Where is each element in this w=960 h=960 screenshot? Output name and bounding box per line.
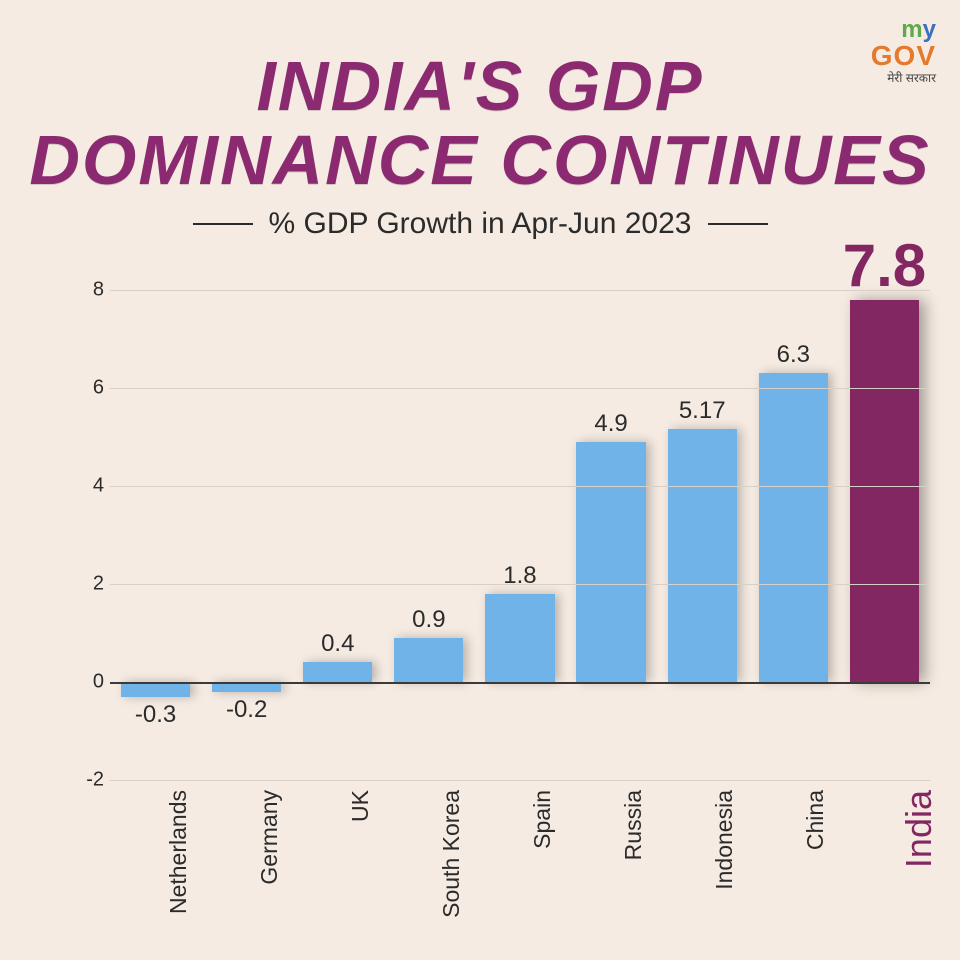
chart-bar-slot: 4.9 (566, 290, 657, 780)
chart-value-label: -0.2 (198, 696, 295, 724)
chart-gridline (110, 388, 930, 389)
chart-x-label: Germany (256, 790, 283, 885)
chart-value-label: 0.9 (380, 606, 477, 634)
chart-bar-slot: -0.2 (201, 290, 292, 780)
logo-y: y (923, 16, 936, 43)
chart-bars-layer: -0.3-0.20.40.91.84.95.176.37.8 (110, 290, 930, 780)
chart-value-label: 6.3 (745, 341, 842, 369)
chart-value-label: 5.17 (654, 397, 751, 425)
title-line-1: INDIA'S GDP (0, 50, 960, 124)
chart-value-label: -0.3 (107, 701, 204, 729)
chart-bar: 4.9 (576, 442, 645, 682)
chart-x-labels: Netherlands Germany UK South Korea Spain Russ… (110, 780, 930, 920)
chart-x-label: Indonesia (711, 790, 738, 890)
page-title: INDIA'S GDP DOMINANCE CONTINUES (0, 0, 960, 197)
chart-bar: 0.4 (303, 662, 372, 682)
mygov-logo: my GOV मेरी सरकार (871, 18, 936, 84)
chart-bar-slot: 6.3 (748, 290, 839, 780)
chart-bar: 5.17 (668, 429, 737, 682)
chart-bar-slot: 0.9 (383, 290, 474, 780)
chart-x-label: China (802, 790, 829, 850)
chart-y-tick: -2 (70, 769, 104, 792)
chart-bar-slot: 7.8 (839, 290, 930, 780)
chart-bar-slot: 1.8 (474, 290, 565, 780)
chart-plot-area: -0.3-0.20.40.91.84.95.176.37.8 -202468 (110, 290, 930, 780)
subtitle: % GDP Growth in Apr-Jun 2023 (269, 207, 692, 241)
logo-gov: GOV (871, 42, 936, 70)
chart-value-label: 0.4 (289, 630, 386, 658)
chart-gridline (110, 290, 930, 291)
chart-y-tick: 4 (70, 475, 104, 498)
chart-bar: 1.8 (485, 594, 554, 682)
chart-x-label: Russia (620, 790, 647, 860)
logo-m: m (901, 16, 922, 43)
subtitle-rule-left (193, 223, 253, 225)
chart-bar: -0.3 (121, 682, 190, 697)
chart-bar: 6.3 (759, 373, 828, 682)
chart-x-label: South Korea (438, 790, 465, 918)
chart-y-tick: 2 (70, 573, 104, 596)
chart-gridline (110, 682, 930, 684)
chart-x-label-highlight: India (898, 790, 940, 868)
chart-value-label: 4.9 (563, 410, 660, 438)
chart-y-tick: 0 (70, 671, 104, 694)
chart-x-label: UK (347, 790, 374, 822)
chart-bar-slot: -0.3 (110, 290, 201, 780)
chart-bar: 0.9 (394, 638, 463, 682)
chart-value-label: 1.8 (472, 562, 569, 590)
gdp-bar-chart: -0.3-0.20.40.91.84.95.176.37.8 -202468 N… (70, 290, 930, 920)
chart-bar-slot: 0.4 (292, 290, 383, 780)
chart-y-tick: 6 (70, 377, 104, 400)
subtitle-rule-right (708, 223, 768, 225)
chart-bar-slot: 5.17 (657, 290, 748, 780)
logo-my: my (871, 18, 936, 42)
chart-gridline (110, 486, 930, 487)
chart-x-label: Netherlands (165, 790, 192, 914)
chart-y-tick: 8 (70, 279, 104, 302)
chart-bar-highlight: 7.8 (850, 300, 919, 682)
chart-x-label: Spain (529, 790, 556, 849)
subtitle-row: % GDP Growth in Apr-Jun 2023 (0, 207, 960, 241)
logo-hindi: मेरी सरकार (871, 72, 936, 84)
title-line-2: DOMINANCE CONTINUES (0, 124, 960, 198)
chart-gridline (110, 584, 930, 585)
